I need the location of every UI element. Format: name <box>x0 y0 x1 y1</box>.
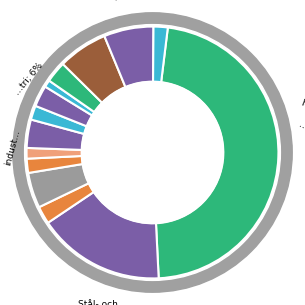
Text: indust…: indust… <box>3 128 21 167</box>
Text: …tri; 6%: …tri; 6% <box>13 61 45 97</box>
Wedge shape <box>27 120 84 150</box>
Wedge shape <box>28 164 89 207</box>
Wedge shape <box>27 156 83 173</box>
Text: …; 52%: …; 52% <box>297 120 305 142</box>
Text: Massa- o…: Massa- o… <box>300 99 305 124</box>
Wedge shape <box>48 192 159 278</box>
Wedge shape <box>104 27 153 87</box>
Circle shape <box>25 25 280 280</box>
Wedge shape <box>27 148 82 159</box>
Text: Övriga branscher; 16%: Övriga branscher; 16% <box>112 0 213 3</box>
Wedge shape <box>153 27 168 82</box>
Circle shape <box>13 13 292 292</box>
Wedge shape <box>35 87 92 126</box>
Wedge shape <box>45 81 94 115</box>
Wedge shape <box>39 183 94 223</box>
Text: Stål- och: Stål- och <box>78 300 118 305</box>
Wedge shape <box>31 106 87 134</box>
Wedge shape <box>156 27 278 278</box>
Circle shape <box>82 82 223 223</box>
Wedge shape <box>63 36 125 103</box>
Wedge shape <box>49 64 102 112</box>
